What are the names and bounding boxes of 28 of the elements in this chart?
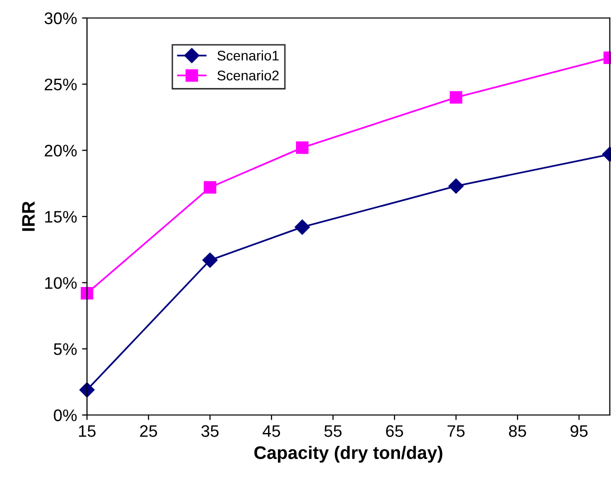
point — [296, 141, 309, 154]
x-tick-label: 95 — [570, 425, 588, 437]
point — [79, 382, 95, 398]
x-tick-label: 35 — [201, 425, 219, 437]
x-tick-label: 15 — [79, 425, 96, 437]
point — [202, 252, 218, 268]
x-tick-label: 55 — [324, 425, 342, 437]
y-tick-label: 20% — [44, 144, 77, 157]
y-tick-label: 0% — [54, 409, 77, 422]
y-axis-title: IRR — [22, 201, 35, 231]
y-tick-label: 30% — [44, 12, 77, 24]
y-tick-label: 15% — [45, 210, 77, 223]
x-tick-label: 65 — [386, 425, 404, 437]
legend-label: Scenario1 — [217, 50, 279, 61]
point — [204, 181, 216, 194]
y-tick-label: 10% — [45, 277, 77, 289]
legend-label: Scenario2 — [217, 70, 279, 80]
point — [294, 220, 310, 235]
x-tick-label: 25 — [140, 425, 158, 437]
point — [448, 178, 464, 194]
x-axis-title: Capacity (dry ton/day) — [254, 446, 442, 463]
point — [450, 91, 462, 104]
x-tick-label: 85 — [508, 425, 526, 437]
y-tick-label: 5% — [54, 343, 77, 356]
x-tick-label: 45 — [262, 425, 280, 437]
point — [80, 287, 94, 300]
y-tick-label: 25% — [44, 78, 77, 90]
x-tick-label: 75 — [448, 425, 465, 437]
